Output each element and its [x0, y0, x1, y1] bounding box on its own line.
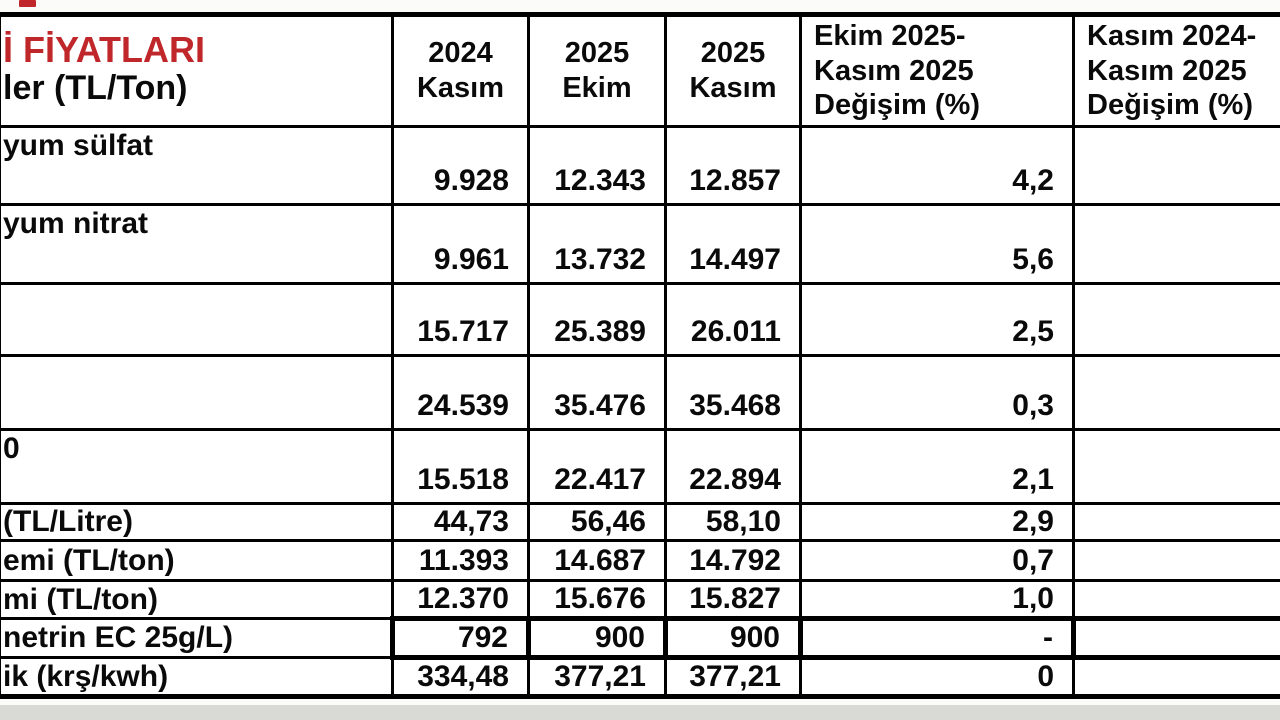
row-label: yum sülfat	[0, 125, 394, 206]
cell-2025-ekim: 22.417	[527, 428, 667, 505]
cell-2025-ekim: 15.676	[527, 579, 667, 620]
col-header-2024-kasim: 2024 Kasım	[391, 12, 530, 128]
cell-2024-kasim: 15.717	[391, 282, 530, 357]
row-label: yum nitrat	[0, 203, 394, 285]
cell-2024-kasim: 24.539	[391, 354, 530, 431]
table-row: 15.717 25.389 26.011 2,5	[0, 282, 1280, 357]
cell-change-oct-nov: 1,0	[799, 579, 1075, 620]
cell-2024-kasim: 44,73	[391, 502, 530, 542]
cell-change-oct-nov: 2,1	[799, 428, 1075, 505]
row-label: mi (TL/ton)	[0, 579, 394, 620]
table-subtitle: ler (TL/Ton)	[3, 68, 188, 107]
cell-change-nov-nov	[1071, 616, 1280, 660]
cell-2025-kasim: 26.011	[664, 282, 802, 357]
cell-2025-ekim: 35.476	[527, 354, 667, 431]
cell-2024-kasim: 9.961	[391, 203, 530, 285]
cell-change-oct-nov: 4,2	[799, 125, 1075, 206]
cell-2025-kasim: 15.827	[664, 579, 802, 620]
cell-change-oct-nov: 0,7	[799, 539, 1075, 582]
row-label: emi (TL/ton)	[0, 539, 394, 582]
cell-2025-kasim: 14.497	[664, 203, 802, 285]
cell-2025-kasim: 14.792	[664, 539, 802, 582]
table-row: (TL/Litre) 44,73 56,46 58,10 2,9	[0, 502, 1280, 542]
cell-change-nov-nov	[1072, 203, 1280, 285]
table-row: yum nitrat 9.961 13.732 14.497 5,6	[0, 203, 1280, 285]
row-label: ik (krş/kwh)	[0, 656, 394, 699]
cell-change-oct-nov: 0,3	[799, 354, 1075, 431]
cell-change-nov-nov	[1072, 579, 1280, 620]
cell-change-nov-nov	[1072, 428, 1280, 505]
row-label	[0, 354, 394, 431]
cell-2024-kasim: 12.370	[391, 579, 530, 620]
cell-2024-kasim: 334,48	[391, 656, 530, 699]
cell-change-nov-nov	[1072, 656, 1280, 699]
table-row: 24.539 35.476 35.468 0,3	[0, 354, 1280, 431]
col-header-2025-ekim: 2025 Ekim	[527, 12, 667, 128]
table-row: 0 15.518 22.417 22.894 2,1	[0, 428, 1280, 505]
table-row: mi (TL/ton) 12.370 15.676 15.827 1,0	[0, 579, 1280, 620]
cell-2025-ekim: 13.732	[527, 203, 667, 285]
cell-2025-kasim: 22.894	[664, 428, 802, 505]
price-table: İ FİYATLARI ler (TL/Ton) 2024 Kasım 2025…	[0, 12, 1280, 699]
row-label: netrin EC 25g/L)	[0, 617, 394, 659]
cell-2024-kasim: 11.393	[391, 539, 530, 582]
row-label: (TL/Litre)	[0, 502, 394, 542]
cell-2025-ekim: 25.389	[527, 282, 667, 357]
cell-2024-kasim: 9.928	[391, 125, 530, 206]
table-row: ik (krş/kwh) 334,48 377,21 377,21 0	[0, 656, 1280, 699]
cell-change-nov-nov	[1072, 539, 1280, 582]
cell-2025-ekim: 900	[526, 616, 668, 660]
cell-2025-kasim: 377,21	[664, 656, 802, 699]
cell-2025-ekim: 56,46	[527, 502, 667, 542]
cell-change-nov-nov	[1072, 125, 1280, 206]
row-label: 0	[0, 428, 394, 505]
cell-change-nov-nov	[1072, 502, 1280, 542]
cell-change-oct-nov: 2,5	[799, 282, 1075, 357]
table-row: netrin EC 25g/L) 792 900 900 -	[0, 616, 1280, 660]
cell-2025-ekim: 14.687	[527, 539, 667, 582]
bottom-edge-band	[0, 705, 1280, 720]
table-row: yum sülfat 9.928 12.343 12.857 4,2	[0, 125, 1280, 206]
table-title: İ FİYATLARI	[3, 29, 206, 70]
cell-2025-kasim: 35.468	[664, 354, 802, 431]
cell-change-oct-nov: 0	[799, 656, 1075, 699]
cell-change-oct-nov: -	[798, 616, 1076, 660]
cell-2025-kasim: 58,10	[664, 502, 802, 542]
col-header-2025-kasim: 2025 Kasım	[664, 12, 802, 128]
cell-change-nov-nov	[1072, 282, 1280, 357]
col-header-change-nov-nov: Kasım 2024- Kasım 2025 Değişim (%)	[1072, 12, 1280, 128]
cell-2024-kasim: 15.518	[391, 428, 530, 505]
col-header-change-oct-nov: Ekim 2025- Kasım 2025 Değişim (%)	[799, 12, 1075, 128]
cell-change-oct-nov: 5,6	[799, 203, 1075, 285]
header-label-cell: İ FİYATLARI ler (TL/Ton)	[0, 12, 394, 128]
table-header-row: İ FİYATLARI ler (TL/Ton) 2024 Kasım 2025…	[0, 12, 1280, 128]
cell-change-oct-nov: 2,9	[799, 502, 1075, 542]
cell-2025-ekim: 12.343	[527, 125, 667, 206]
cell-2024-kasim: 792	[390, 616, 531, 660]
row-label	[0, 282, 394, 357]
cell-2025-ekim: 377,21	[527, 656, 667, 699]
cell-change-nov-nov	[1072, 354, 1280, 431]
table-row: emi (TL/ton) 11.393 14.687 14.792 0,7	[0, 539, 1280, 582]
cell-2025-kasim: 900	[663, 616, 803, 660]
cell-2025-kasim: 12.857	[664, 125, 802, 206]
clipped-red-text-fragment	[19, 0, 36, 7]
